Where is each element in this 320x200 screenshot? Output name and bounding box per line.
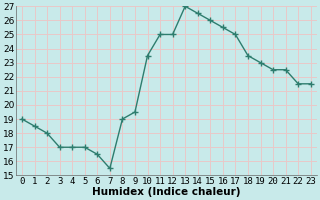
X-axis label: Humidex (Indice chaleur): Humidex (Indice chaleur) bbox=[92, 187, 241, 197]
